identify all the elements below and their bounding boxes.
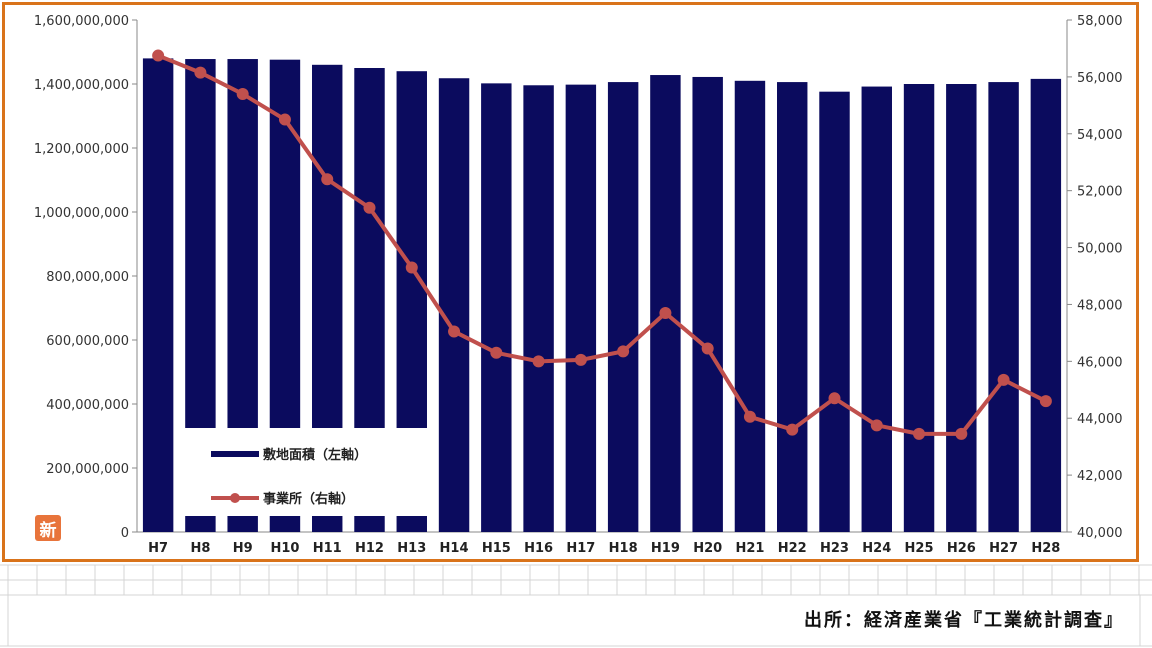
left-tick-label: 800,000,000 [46,270,129,285]
x-tick-label: H11 [313,541,342,556]
legend-line-swatch [211,492,259,503]
point-H20 [701,342,714,355]
combo-chart: 0 200,000,000 400,000,000 600,000,000 800,00… [34,14,1123,556]
bar-H24 [861,86,892,532]
point-H19 [659,306,672,319]
bar-H15 [481,83,512,533]
right-tick-label: 54,000 [1077,128,1123,143]
left-tick-label: 1,600,000,000 [34,14,129,29]
point-H10 [278,113,291,126]
point-H16 [532,355,545,368]
bar-H16 [523,85,554,532]
x-tick-label: H25 [905,541,934,556]
establishments-line [157,53,1047,436]
point-H9 [236,87,249,100]
bar-H19 [650,75,681,532]
right-tick-label: 52,000 [1077,185,1123,200]
x-tick-label: H21 [735,541,764,556]
left-tick-label: 1,000,000,000 [34,206,129,221]
legend-item-site-area: 敷地面積（左軸） [211,444,367,463]
legend-label-site-area: 敷地面積（左軸） [263,448,368,463]
x-tick-label: H27 [989,541,1018,556]
x-tick-label: H20 [693,541,722,556]
x-tick-label: H24 [862,541,891,556]
bar-H25 [903,84,935,532]
x-tick-label: H23 [820,541,849,556]
point-H23 [828,392,841,405]
right-tick-label: 56,000 [1077,71,1123,86]
bar-H22 [777,82,808,532]
chart-frame[interactable]: 0 200,000,000 400,000,000 600,000,000 800,00… [2,2,1139,562]
right-tick-label: 46,000 [1077,355,1123,370]
left-tick-label: 1,400,000,000 [34,78,129,93]
point-H17 [574,353,587,366]
point-H15 [490,346,503,359]
x-tick-label: H10 [270,541,299,556]
left-tick-label: 600,000,000 [46,334,129,349]
x-tick-label: H14 [440,541,469,556]
point-H24 [870,419,883,432]
point-H21 [743,410,756,423]
bar-H23 [819,91,850,533]
x-tick-label: H15 [482,541,511,556]
point-H7 [152,49,165,62]
bar-H21 [734,80,766,533]
new-badge-icon: 新 [35,515,61,541]
legend-item-establishments: 事業所（右軸） [211,488,354,507]
right-tick-label: 42,000 [1077,469,1123,484]
bar-H28 [1030,78,1062,532]
bar-H18 [607,82,639,532]
point-H22 [786,423,799,436]
bar-H26 [946,84,977,532]
right-tick-label: 50,000 [1077,242,1123,257]
bar-H17 [565,84,597,532]
x-tick-label: H13 [397,541,426,556]
point-H11 [321,173,334,186]
right-tick-label: 44,000 [1077,412,1123,427]
legend-label-establishments: 事業所（右軸） [263,492,355,507]
point-H13 [405,261,418,274]
point-H26 [955,427,968,440]
x-tick-label: H18 [609,541,638,556]
x-tick-label: H7 [148,541,168,556]
x-tick-label: H17 [566,541,595,556]
x-tick-label: H19 [651,541,680,556]
point-H18 [617,345,630,358]
point-H28 [1039,395,1052,408]
left-tick-label: 1,200,000,000 [34,142,129,157]
left-tick-label: 0 [121,526,129,541]
bar-H14 [438,78,470,533]
x-tick-label: H28 [1031,541,1060,556]
legend-bar-swatch [211,450,259,457]
source-note: 出所：経済産業省『工業統計調査』 [804,610,1124,631]
point-H12 [363,201,376,214]
bar-H27 [988,82,1019,532]
right-tick-label: 58,000 [1077,14,1123,29]
point-H27 [997,373,1010,386]
x-tick-label: H8 [190,541,210,556]
point-H25 [913,427,926,440]
x-tick-label: H12 [355,541,384,556]
left-tick-label: 400,000,000 [46,398,129,413]
left-tick-label: 200,000,000 [46,462,129,477]
bar-H20 [692,76,723,533]
x-tick-label: H26 [947,541,976,556]
point-H14 [448,325,461,338]
bar-H7 [142,58,174,533]
x-tick-label: H22 [778,541,807,556]
chart-legend: 敷地面積（左軸） 事業所（右軸） [177,428,429,516]
right-tick-label: 40,000 [1077,526,1123,541]
x-tick-label: H9 [233,541,253,556]
right-tick-label: 48,000 [1077,298,1123,313]
x-tick-label: H16 [524,541,553,556]
point-H8 [194,66,207,79]
